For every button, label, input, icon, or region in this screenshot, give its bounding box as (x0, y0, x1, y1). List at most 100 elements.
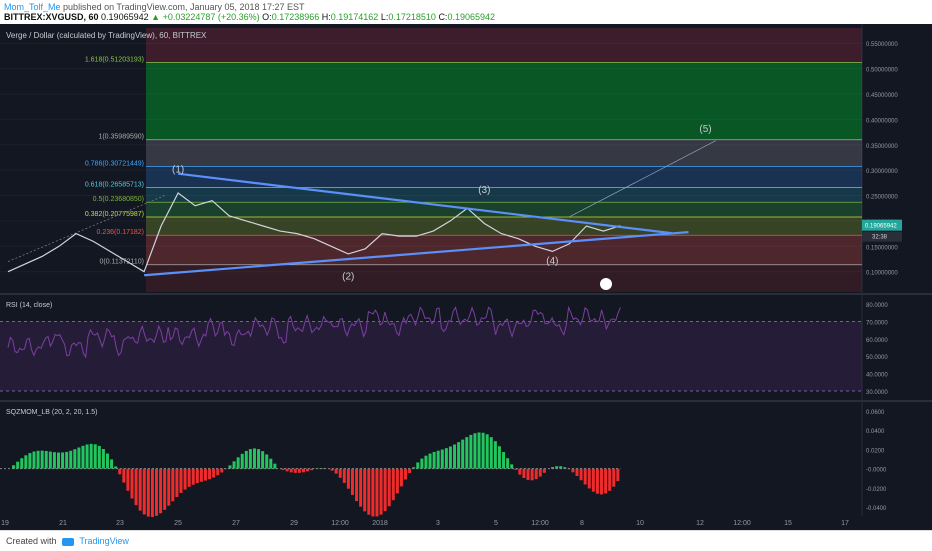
last-price-label: 0.19065942 (865, 224, 897, 230)
fib-level-label: 0.382(0.20775987) (85, 211, 144, 218)
time-axis-tick: 29 (290, 520, 298, 527)
wave-label: (3) (478, 185, 490, 196)
published-text: published on TradingView.com, January 05… (63, 2, 305, 12)
momentum-bar (302, 469, 305, 473)
momentum-bar (237, 457, 240, 468)
momentum-bar (498, 446, 501, 468)
momentum-bar (543, 469, 546, 473)
fib-zone (146, 202, 862, 217)
momentum-bar (449, 447, 452, 469)
price-axis-tick: 0.55000000 (866, 42, 898, 48)
momentum-axis-tick: -0.0000 (866, 468, 887, 474)
momentum-bar (367, 469, 370, 515)
momentum-axis-tick: -0.0200 (866, 487, 887, 493)
rsi-axis-tick: 70.0000 (866, 320, 888, 326)
tradingview-brand[interactable]: TradingView (79, 536, 129, 546)
open-label: O: (262, 12, 272, 22)
author-link[interactable]: Mom_Tolf_Me (4, 2, 61, 12)
momentum-bar (98, 446, 101, 469)
momentum-bar (233, 461, 236, 468)
ohlc-line: BITTREX:XVGUSD, 60 0.19065942 ▲ +0.03224… (4, 12, 495, 22)
momentum-bar (396, 469, 399, 494)
momentum-bar (94, 444, 97, 468)
momentum-bar (118, 469, 121, 475)
momentum-bar (433, 452, 436, 469)
fib-level-label: 0.236(0.17182) (97, 229, 144, 236)
momentum-bar (212, 469, 215, 478)
momentum-bar (41, 451, 44, 469)
time-axis-tick: 12:00 (733, 520, 751, 527)
fib-level-label: 0(0.11372110) (100, 259, 145, 266)
countdown-label: 32:38 (872, 235, 888, 241)
momentum-bar (220, 469, 223, 473)
momentum-bar (404, 469, 407, 480)
momentum-bar (506, 458, 509, 468)
momentum-bar (106, 454, 109, 469)
momentum-bar (416, 462, 419, 468)
price-axis-tick: 0.35000000 (866, 144, 898, 150)
momentum-bar (576, 469, 579, 476)
momentum-bar (126, 469, 129, 491)
last-price: 0.19065942 (101, 12, 149, 22)
momentum-bar (400, 469, 403, 487)
momentum-bar (139, 469, 142, 511)
momentum-bar (151, 469, 154, 517)
momentum-bar (363, 469, 366, 512)
momentum-bar (32, 452, 35, 469)
momentum-bar (73, 449, 76, 468)
momentum-axis-tick: 0.0200 (866, 448, 885, 454)
rsi-axis-tick: 30.0000 (866, 390, 888, 396)
momentum-bar (380, 469, 383, 515)
momentum-bar (53, 452, 56, 468)
momentum-bar (527, 469, 530, 480)
momentum-bar (612, 469, 615, 487)
momentum-bar (429, 454, 432, 469)
momentum-axis-tick: 0.0600 (866, 410, 885, 416)
momentum-bar (253, 448, 256, 468)
momentum-bar (163, 469, 166, 510)
chart-area[interactable]: 1.618(0.51203193)1(0.35989590)0.786(0.30… (0, 24, 932, 530)
rsi-title: RSI (14, close) (6, 302, 52, 309)
fib-zone (146, 63, 862, 140)
time-axis-tick: 12:00 (331, 520, 349, 527)
momentum-bar (57, 453, 60, 469)
time-axis-tick: 3 (436, 520, 440, 527)
momentum-bar (135, 469, 138, 506)
momentum-bar (604, 469, 607, 494)
time-axis-tick: 21 (59, 520, 67, 527)
chart-svg[interactable]: 1.618(0.51203193)1(0.35989590)0.786(0.30… (0, 24, 932, 530)
fib-zone (146, 187, 862, 202)
momentum-bar (37, 451, 40, 469)
momentum-bar (518, 469, 521, 475)
footer: Created with TradingView (0, 530, 932, 551)
momentum-bar (596, 469, 599, 494)
momentum-bar (192, 469, 195, 485)
change-up-icon: ▲ (151, 12, 160, 22)
price-axis-tick: 0.15000000 (866, 245, 898, 251)
momentum-bar (12, 465, 15, 468)
created-with-label: Created with (6, 536, 57, 546)
momentum-bar (204, 469, 207, 481)
close-value: 0.19065942 (447, 12, 495, 22)
momentum-bar (290, 469, 293, 473)
price-axis-tick: 0.40000000 (866, 118, 898, 124)
momentum-bar (294, 469, 297, 473)
wave-label: (2) (342, 271, 354, 282)
rsi-axis-tick: 80.0000 (866, 303, 888, 309)
momentum-bar (339, 469, 342, 478)
momentum-bar (179, 469, 182, 493)
momentum-bar (465, 437, 468, 469)
time-axis-tick: 15 (784, 520, 792, 527)
momentum-bar (249, 449, 252, 469)
momentum-bar (69, 451, 72, 469)
rsi-axis-tick: 60.0000 (866, 338, 888, 344)
momentum-bar (584, 469, 587, 485)
momentum-bar (167, 469, 170, 506)
momentum-bar (441, 450, 444, 469)
momentum-bar (16, 462, 19, 469)
price-axis-tick: 0.25000000 (866, 195, 898, 201)
momentum-bar (188, 469, 191, 487)
momentum-bar (510, 464, 513, 468)
time-axis-tick: 25 (174, 520, 182, 527)
time-axis-tick: 12:00 (531, 520, 549, 527)
